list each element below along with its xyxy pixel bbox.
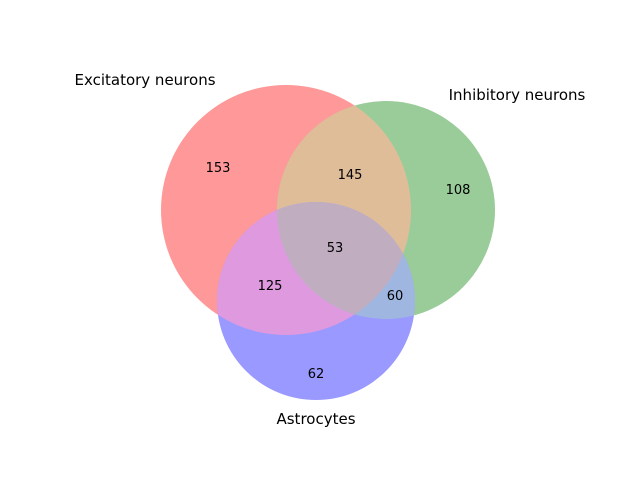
region-excitatory-inhibitory: 145 bbox=[338, 168, 363, 183]
region-all-three: 53 bbox=[327, 241, 344, 256]
region-excitatory-only: 153 bbox=[206, 161, 231, 176]
set-label-astrocytes: Astrocytes bbox=[276, 410, 355, 428]
region-excitatory-astrocytes: 125 bbox=[258, 279, 283, 294]
set-label-inhibitory: Inhibitory neurons bbox=[449, 86, 586, 104]
region-inhibitory-astrocytes: 60 bbox=[387, 289, 404, 304]
region-inhibitory-only: 108 bbox=[446, 183, 471, 198]
set-label-excitatory: Excitatory neurons bbox=[74, 71, 215, 89]
region-astrocytes-only: 62 bbox=[308, 367, 325, 382]
